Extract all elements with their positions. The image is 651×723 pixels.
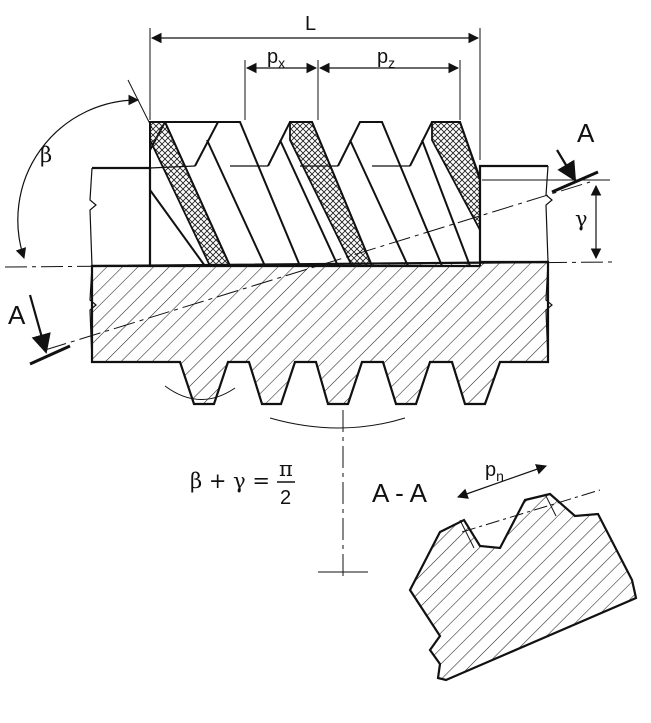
formula-numerator: π [279, 457, 293, 481]
formula-denominator: 2 [280, 487, 291, 509]
section-a-a [408, 464, 638, 682]
worm-upper-half [89, 121, 553, 268]
section-arrow-top [551, 149, 599, 194]
thread-flank-2 [289, 121, 374, 267]
section-mark-top: A [577, 118, 595, 148]
wheel-arc [164, 385, 406, 429]
section-arrow-left [28, 294, 71, 366]
normal-pitch-label: pn [485, 459, 504, 484]
formula-lhs: β + γ = [190, 469, 270, 493]
section-title: A - A [372, 478, 428, 508]
section-mark-left: A [8, 300, 26, 330]
normal-pitch-dimension [456, 464, 548, 499]
section-profile [408, 492, 638, 682]
helix-line [44, 181, 591, 351]
thread-flank-3 [431, 121, 481, 231]
helix-angle-label: β [40, 143, 52, 167]
lead-label: pz [377, 46, 395, 71]
length-label: L [305, 13, 316, 35]
lead-angle-label: γ [575, 207, 588, 231]
angle-formula: β + γ = π 2 [190, 457, 295, 509]
worm-shaft-left [92, 166, 152, 268]
dimension-lines [15, 28, 610, 260]
axial-pitch-label: px [267, 46, 285, 71]
helix-angle-arc [15, 94, 140, 260]
worm-section-lower [90, 260, 550, 406]
